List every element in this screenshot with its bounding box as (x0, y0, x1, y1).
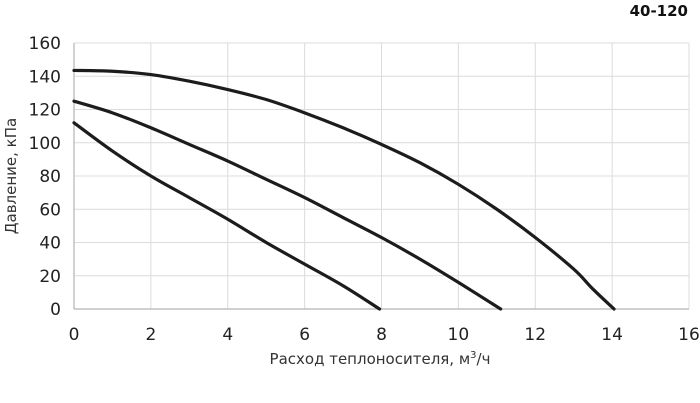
series-group (72, 68, 616, 311)
x-tick-label-0: 0 (69, 325, 80, 345)
y-tick-label-120: 120 (29, 101, 61, 121)
y-tick-labels: 0 20 40 60 80 100 120 140 160 (29, 34, 61, 320)
x-tick-label-16: 16 (678, 325, 700, 345)
y-tick-label-20: 20 (39, 267, 61, 287)
x-tick-label-8: 8 (376, 325, 387, 345)
series-line-3 (72, 121, 382, 311)
y-tick-label-100: 100 (29, 134, 61, 154)
x-axis-title: Расход теплоносителя, м3/ч (270, 350, 491, 368)
y-tick-label-140: 140 (29, 67, 61, 87)
x-tick-labels: 0 2 4 6 8 10 12 14 16 (69, 325, 700, 345)
x-tick-label-4: 4 (222, 325, 233, 345)
x-tick-label-12: 12 (524, 325, 546, 345)
grid (73, 42, 690, 310)
x-tick-label-2: 2 (145, 325, 156, 345)
y-axis-title: Давление, кПа (2, 118, 20, 234)
model-label: 40-120 (630, 2, 688, 20)
series-line-2 (72, 99, 503, 311)
y-tick-label-60: 60 (39, 200, 61, 220)
series-line-1 (72, 68, 616, 311)
axes (73, 43, 689, 310)
x-tick-label-10: 10 (448, 325, 470, 345)
x-tick-label-14: 14 (601, 325, 623, 345)
y-tick-label-160: 160 (29, 34, 61, 54)
y-tick-label-80: 80 (39, 167, 61, 187)
y-tick-label-0: 0 (50, 300, 61, 320)
x-tick-label-6: 6 (299, 325, 310, 345)
y-tick-label-40: 40 (39, 234, 61, 254)
